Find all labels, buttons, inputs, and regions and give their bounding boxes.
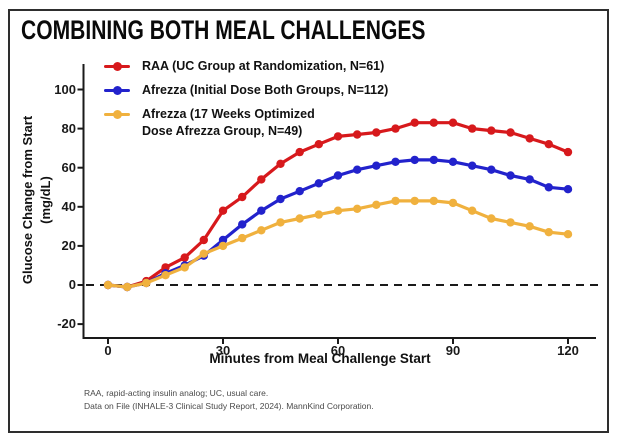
data-point <box>487 214 496 223</box>
data-point <box>238 192 247 202</box>
footnote-line-2: Data on File (INHALE-3 Clinical Study Re… <box>84 401 374 411</box>
data-point <box>410 118 419 127</box>
footnotes: RAA, rapid-acting insulin analog; UC, us… <box>84 387 374 413</box>
data-point <box>525 175 534 184</box>
data-point <box>506 128 515 137</box>
y-tick-label: 0 <box>68 277 76 292</box>
data-point <box>429 196 438 206</box>
data-point <box>487 165 496 174</box>
data-point <box>333 132 343 141</box>
footnote-line-1: RAA, rapid-acting insulin analog; UC, us… <box>84 388 269 398</box>
data-point <box>218 235 228 245</box>
x-tick-label: 30 <box>215 343 231 358</box>
data-point <box>314 179 323 188</box>
data-point <box>448 198 458 208</box>
legend-label-afrezza-initial: Afrezza (Initial Dose Both Groups, N=112… <box>142 83 389 97</box>
data-point <box>257 175 266 184</box>
data-point <box>276 194 285 204</box>
y-tick-label: 60 <box>61 159 76 175</box>
data-point <box>544 183 553 192</box>
afrezza-optimized-series-marker-icon <box>104 109 130 119</box>
data-point <box>276 218 285 227</box>
data-point <box>410 155 419 165</box>
data-point <box>544 228 553 237</box>
legend-row-afrezza-optimized: Afrezza (17 Weeks Optimized Dose Afrezza… <box>104 106 315 140</box>
y-tick-label: -20 <box>57 316 76 332</box>
y-tick-label: 100 <box>54 81 76 97</box>
data-point <box>199 235 208 245</box>
x-tick-label: 120 <box>557 343 579 358</box>
afrezza-initial-series-marker-icon <box>104 85 130 95</box>
data-point <box>429 155 438 165</box>
legend-row-raa: RAA (UC Group at Randomization, N=61) <box>104 58 384 75</box>
data-point <box>487 126 496 135</box>
data-point <box>295 214 304 223</box>
data-point <box>391 124 400 133</box>
data-point <box>544 140 553 149</box>
data-point <box>525 134 534 143</box>
data-point <box>353 204 362 213</box>
data-point <box>142 278 151 288</box>
data-point <box>506 218 515 227</box>
data-point <box>238 220 247 229</box>
data-point <box>468 161 477 170</box>
data-point <box>563 147 573 157</box>
legend-label-afrezza-optimized-line1: Afrezza (17 Weeks Optimized <box>142 107 315 121</box>
x-tick-label: 60 <box>330 343 346 358</box>
data-point <box>372 161 381 170</box>
x-tick-label: 0 <box>104 343 112 358</box>
data-point <box>161 271 170 280</box>
figure-border <box>8 9 609 433</box>
data-point <box>391 157 400 166</box>
data-point <box>295 187 304 196</box>
data-point <box>506 171 515 180</box>
data-point <box>180 253 189 262</box>
legend-row-afrezza-initial: Afrezza (Initial Dose Both Groups, N=112… <box>104 82 388 99</box>
data-point <box>429 118 438 127</box>
x-axis-title: Minutes from Meal Challenge Start <box>209 351 431 366</box>
data-point <box>180 263 189 272</box>
data-point <box>257 206 266 215</box>
data-point <box>103 280 113 290</box>
data-point <box>391 196 400 206</box>
data-point <box>123 282 132 292</box>
data-point <box>448 118 458 127</box>
data-point <box>333 171 343 180</box>
legend-label-afrezza-optimized-line2: Dose Afrezza Group, N=49) <box>142 124 303 138</box>
data-point <box>372 200 381 209</box>
data-point <box>372 128 381 137</box>
series-line-0 <box>107 121 569 289</box>
data-point <box>333 206 343 215</box>
data-point <box>468 124 477 133</box>
y-tick-label: 40 <box>61 198 76 214</box>
data-point <box>218 241 228 251</box>
data-point <box>353 130 362 139</box>
data-point <box>218 206 228 215</box>
y-tick-label: 80 <box>61 120 76 136</box>
data-point <box>238 233 247 243</box>
y-tick-label: 20 <box>61 237 76 253</box>
legend-label-raa: RAA (UC Group at Randomization, N=61) <box>142 59 385 73</box>
data-point <box>448 157 458 166</box>
chart-title: COMBINING BOTH MEAL CHALLENGES <box>21 15 426 45</box>
data-point <box>410 196 419 206</box>
data-point <box>314 210 323 219</box>
data-point <box>161 263 170 272</box>
data-point <box>295 147 304 157</box>
data-point <box>276 159 285 168</box>
raa-series-marker-icon <box>104 61 130 71</box>
data-point <box>468 206 477 215</box>
data-point <box>314 140 323 149</box>
data-point <box>199 249 208 258</box>
data-point <box>563 230 573 239</box>
data-point <box>353 165 362 174</box>
data-point <box>525 222 534 231</box>
data-point <box>563 185 573 194</box>
data-point <box>257 226 266 235</box>
x-tick-label: 90 <box>445 343 461 358</box>
